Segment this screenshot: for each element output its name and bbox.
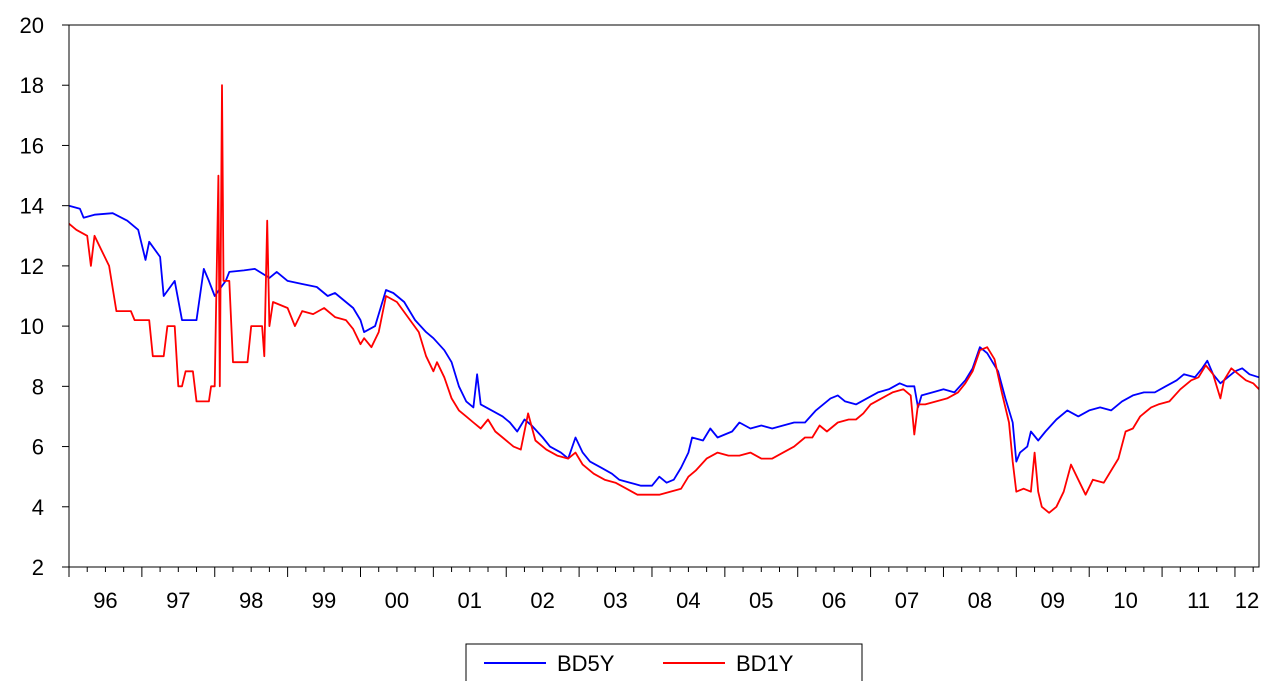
legend: BD5Y BD1Y (465, 643, 863, 681)
y-tick-label: 10 (20, 314, 44, 339)
x-tick-label: 02 (530, 588, 554, 613)
series-line-bd5y (68, 204, 1260, 487)
legend-label-bd1y: BD1Y (736, 651, 794, 676)
series-line-bd1y (68, 84, 1260, 514)
y-tick-label: 8 (32, 374, 44, 399)
x-tick-label: 99 (312, 588, 336, 613)
y-tick-label: 20 (20, 13, 44, 38)
x-tick-label: 00 (385, 588, 409, 613)
x-tick-label: 10 (1113, 588, 1137, 613)
x-tick-label: 06 (822, 588, 846, 613)
plot-frame (68, 24, 1260, 568)
x-tick-label: 03 (603, 588, 627, 613)
x-tick-label: 05 (749, 588, 773, 613)
y-tick-label: 2 (32, 555, 44, 580)
y-tick-label: 6 (32, 435, 44, 460)
y-tick-label: 4 (32, 495, 44, 520)
x-tick-label: 04 (676, 588, 700, 613)
x-tick-label: 96 (93, 588, 117, 613)
x-ticks: 96 97 98 99 00 01 02 03 04 05 06 07 08 09 10 11 12 (68, 567, 1259, 613)
y-tick-label: 14 (20, 194, 44, 219)
x-tick-label: 97 (166, 588, 190, 613)
x-tick-label: 07 (895, 588, 919, 613)
x-tick-label: 98 (239, 588, 263, 613)
x-tick-label: 01 (458, 588, 482, 613)
x-tick-label: 11 (1187, 588, 1210, 613)
x-tick-label: 12 (1235, 588, 1259, 613)
series-lines (68, 84, 1260, 514)
y-tick-label: 16 (20, 133, 44, 158)
x-tick-label: 09 (1041, 588, 1065, 613)
y-tick-label: 18 (20, 73, 44, 98)
y-ticks: 2 4 6 8 10 12 14 16 18 20 (20, 13, 69, 580)
x-tick-label: 08 (968, 588, 992, 613)
y-tick-label: 12 (20, 254, 44, 279)
legend-label-bd5y: BD5Y (557, 651, 615, 676)
